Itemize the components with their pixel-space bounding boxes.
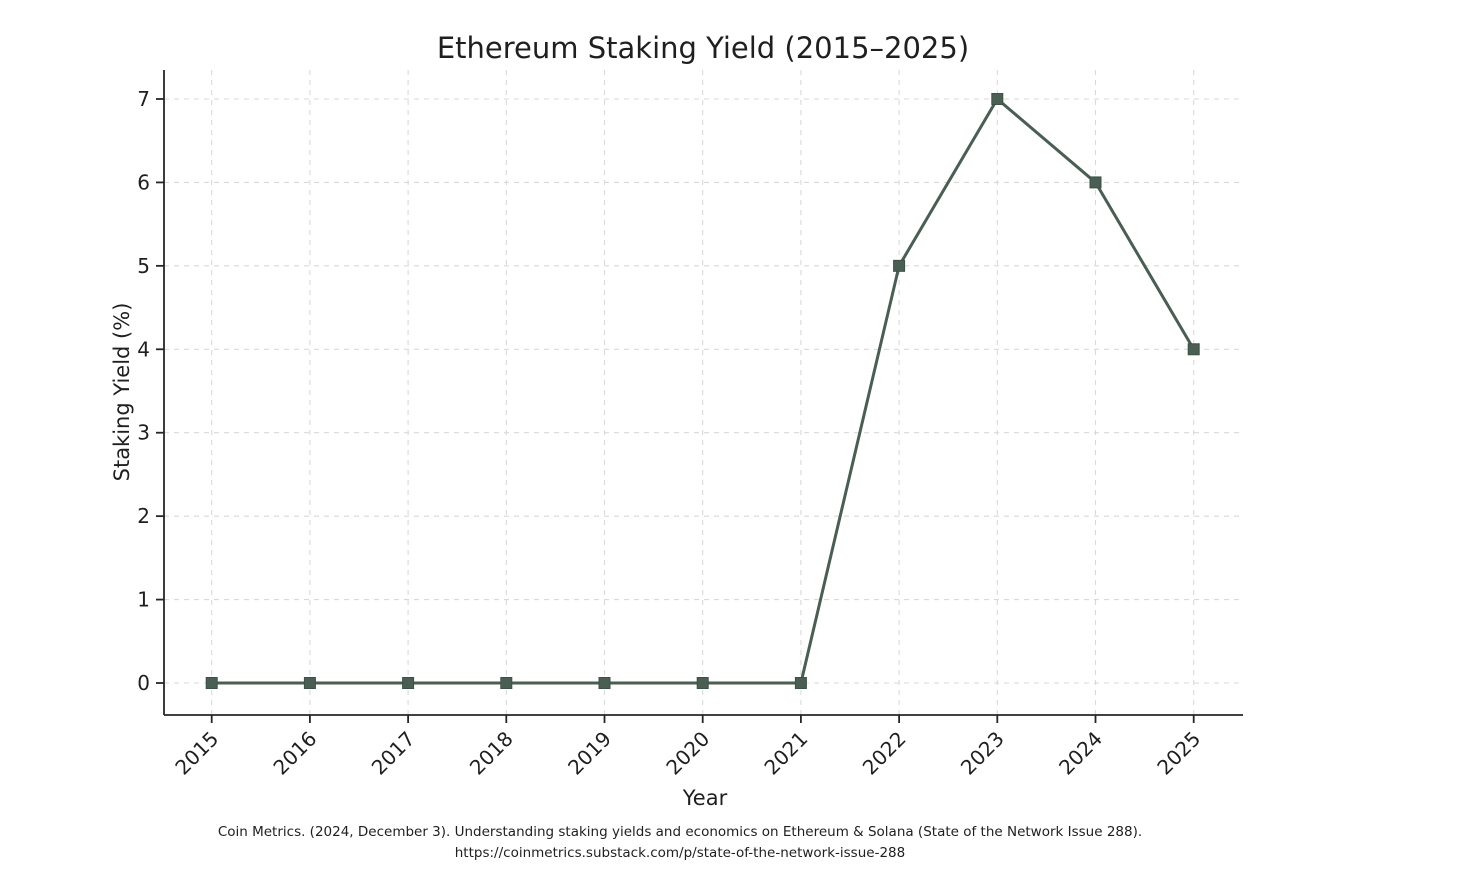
- x-tick-label: 2016: [268, 727, 321, 780]
- y-axis-label: Staking Yield (%): [110, 303, 134, 482]
- y-tick-label: 2: [137, 504, 150, 528]
- x-tick-label: 2018: [465, 727, 518, 780]
- data-point-marker: [696, 677, 709, 689]
- x-tick-label: 2021: [759, 727, 812, 780]
- y-tick-label: 3: [137, 421, 150, 445]
- y-tick-label: 1: [137, 588, 150, 612]
- x-tick-label: 2023: [956, 727, 1009, 780]
- data-point-marker: [1187, 343, 1200, 356]
- data-point-marker: [794, 677, 807, 689]
- x-tick-label: 2024: [1054, 727, 1107, 780]
- x-tick-label: 2015: [170, 727, 223, 780]
- x-tick-label: 2022: [858, 727, 911, 780]
- x-tick-label: 2017: [367, 727, 420, 780]
- data-point-marker: [893, 259, 906, 272]
- data-point-marker: [991, 92, 1004, 105]
- data-point-marker: [598, 677, 611, 689]
- x-tick-labels: 2015 2016 2017 2018 2019 2020 2021 2022 2023 2024…: [170, 727, 1205, 780]
- y-tick-label: 4: [137, 337, 150, 361]
- chart-title: Ethereum Staking Yield (2015–2025): [437, 31, 969, 65]
- y-tick-label: 5: [137, 254, 150, 278]
- x-tick-label: 2025: [1152, 727, 1205, 780]
- data-point-marker: [303, 677, 316, 689]
- caption-citation: Coin Metrics. (2024, December 3). Unders…: [218, 824, 1142, 840]
- y-tick-labels: 0 1 2 3 4 5 6 7: [137, 87, 150, 695]
- y-tick-label: 0: [137, 671, 150, 695]
- axis-tick-marks: [156, 98, 1195, 723]
- data-point-marker: [1089, 176, 1102, 189]
- data-point-marker: [402, 677, 415, 689]
- x-tick-label: 2019: [563, 727, 616, 780]
- line-series: [205, 92, 1200, 689]
- data-point-marker: [205, 677, 218, 689]
- x-tick-label: 2020: [661, 727, 714, 780]
- y-tick-label: 7: [137, 87, 150, 111]
- y-tick-label: 6: [137, 170, 150, 194]
- data-point-marker: [500, 677, 513, 689]
- x-axis-label: Year: [682, 786, 728, 810]
- gridlines: [164, 70, 1243, 715]
- caption-url: https://coinmetrics.substack.com/p/state…: [455, 845, 905, 861]
